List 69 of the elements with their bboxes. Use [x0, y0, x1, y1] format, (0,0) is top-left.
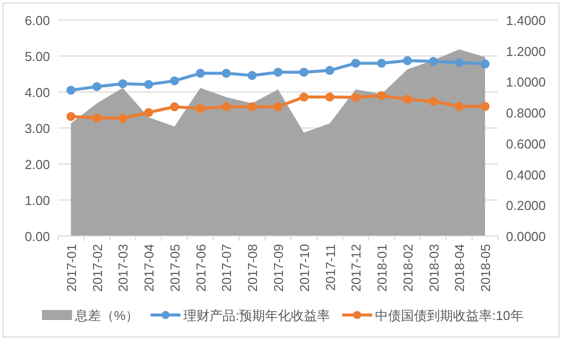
point: [480, 59, 490, 68]
legend-label: 息差（%）: [74, 308, 139, 323]
point: [299, 68, 308, 77]
y-tick-label: 5.00: [24, 49, 50, 64]
y2-tick-label: 1.2000: [506, 44, 546, 59]
x-tick-label: 2017-10: [296, 244, 312, 292]
point: [351, 92, 360, 102]
point: [377, 91, 386, 100]
point: [351, 58, 360, 68]
x-tick-label: 2017-03: [116, 244, 131, 292]
point: [454, 58, 464, 67]
x-tick-label: 2017-02: [90, 244, 105, 292]
point: [428, 96, 438, 106]
point: [144, 108, 154, 118]
y2-tick-label: 1.0000: [506, 74, 546, 90]
point: [248, 102, 257, 112]
point: [170, 102, 179, 112]
x-tick-label: 2017-04: [142, 244, 157, 292]
point: [118, 114, 128, 123]
y2-tick-label: 0.6000: [506, 136, 546, 152]
x-tick-label: 2018-05: [478, 244, 494, 292]
point: [92, 113, 102, 122]
point: [325, 92, 334, 102]
point: [222, 68, 231, 78]
x-tick-label: 2017-09: [271, 244, 286, 292]
y2-tick-label: 0.8000: [506, 106, 546, 121]
point: [248, 70, 257, 80]
x-tick-label: 2018-01: [374, 244, 390, 292]
point: [196, 68, 205, 78]
point: [402, 56, 412, 66]
x-tick-label: 2018-03: [426, 244, 442, 292]
point: [274, 68, 282, 77]
legend-label: 理财产品:预期年化收益率: [184, 308, 330, 323]
y2-tick-label: 1.4000: [506, 13, 546, 28]
point: [170, 76, 179, 86]
point: [66, 112, 76, 121]
point: [118, 79, 128, 88]
y-tick-label: 2.00: [24, 157, 50, 172]
x-tick-label: 2018-04: [452, 244, 468, 292]
point: [144, 80, 154, 89]
y-tick-label: 6.00: [24, 13, 50, 28]
x-tick-label: 2017-01: [64, 244, 79, 292]
legend-label: 中债国债到期收益率:10年: [375, 308, 524, 323]
point: [66, 86, 76, 95]
y-tick-label: 0.00: [24, 229, 50, 244]
x-tick-label: 2017-05: [167, 244, 182, 292]
point: [454, 102, 464, 111]
x-tick-label: 2017-07: [219, 244, 234, 292]
point: [377, 58, 386, 68]
point: [325, 66, 334, 75]
y-tick-label: 3.00: [24, 121, 50, 136]
point: [274, 102, 282, 112]
x-tick-label: 2018-02: [400, 244, 416, 292]
x-tick-label: 2017-08: [245, 244, 260, 292]
y2-tick-label: 0.0000: [506, 229, 546, 244]
x-tick-label: 2017-12: [348, 244, 364, 292]
y-tick-label: 1.00: [24, 193, 50, 208]
x-tick-label: 2017-11: [322, 244, 338, 291]
point: [196, 104, 205, 114]
y2-tick-label: 0.2000: [506, 198, 546, 214]
y-tick-label: 4.00: [24, 85, 50, 100]
point: [222, 102, 231, 112]
point: [480, 102, 490, 111]
y2-tick-label: 0.4000: [506, 167, 546, 182]
point: [92, 82, 102, 92]
x-tick-label: 2017-06: [193, 244, 208, 292]
point: [299, 92, 308, 102]
point: [428, 56, 438, 66]
point: [402, 94, 412, 104]
